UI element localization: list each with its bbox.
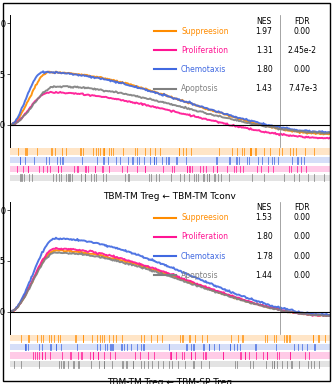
Text: 1.80: 1.80 [256, 65, 272, 74]
Text: Suppreesion: Suppreesion [181, 214, 228, 222]
Text: NES: NES [256, 203, 272, 212]
Text: 2.45e-2: 2.45e-2 [288, 46, 317, 55]
Text: Chemotaxis: Chemotaxis [181, 252, 226, 261]
Text: 1.53: 1.53 [256, 214, 273, 222]
Text: Proliferation: Proliferation [181, 232, 228, 242]
Text: 1.78: 1.78 [256, 252, 272, 261]
Text: 1.44: 1.44 [256, 271, 273, 280]
Text: 1.97: 1.97 [256, 27, 273, 36]
Bar [10, 335, 330, 341]
Text: 1.80: 1.80 [256, 232, 272, 242]
Text: 7.47e-3: 7.47e-3 [288, 84, 317, 93]
Text: Proliferation: Proliferation [181, 46, 228, 55]
Bar [10, 175, 330, 181]
Text: 0.00: 0.00 [294, 271, 311, 280]
Text: TBM-TM Treg ← TBM-TM Tconv: TBM-TM Treg ← TBM-TM Tconv [103, 192, 236, 201]
Text: 1.31: 1.31 [256, 46, 272, 55]
Bar [10, 166, 330, 172]
Text: 0.00: 0.00 [294, 252, 311, 261]
Text: Suppreesion: Suppreesion [181, 27, 228, 36]
Text: 0.00: 0.00 [294, 232, 311, 242]
Bar [10, 344, 330, 350]
Bar [10, 353, 330, 359]
Text: 1.43: 1.43 [256, 84, 273, 93]
Text: FDR: FDR [295, 17, 310, 26]
Text: Apoptosis: Apoptosis [181, 84, 219, 93]
Text: 0.00: 0.00 [294, 27, 311, 36]
Text: FDR: FDR [295, 203, 310, 212]
Bar [10, 157, 330, 164]
Text: TBM-TM Treg ← TBM-SP Treg: TBM-TM Treg ← TBM-SP Treg [107, 378, 232, 384]
Text: Apoptosis: Apoptosis [181, 271, 219, 280]
Text: 0.00: 0.00 [294, 214, 311, 222]
Bar [10, 361, 330, 367]
Text: Chemotaxis: Chemotaxis [181, 65, 226, 74]
Text: NES: NES [256, 17, 272, 26]
Text: 0.00: 0.00 [294, 65, 311, 74]
Bar [10, 149, 330, 155]
